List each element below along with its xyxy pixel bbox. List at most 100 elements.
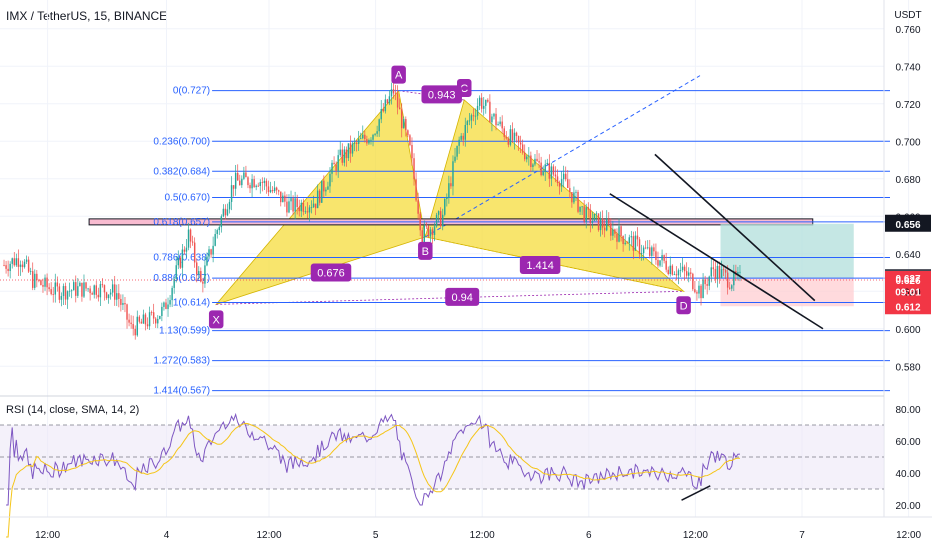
candle-body <box>552 166 555 175</box>
candle-body <box>407 130 409 136</box>
candle-body <box>103 285 106 293</box>
candle-body <box>286 201 288 213</box>
ratio-xd-label-bg <box>445 287 480 306</box>
candle-body <box>136 316 138 336</box>
candle-body <box>357 138 360 144</box>
candle-body <box>714 269 717 280</box>
ratio-bd-label: 1.414 <box>526 260 554 272</box>
candle-body <box>288 201 290 213</box>
candle-body <box>335 164 337 171</box>
candle-body <box>380 108 382 120</box>
candle-body <box>34 273 36 288</box>
candle-body <box>413 158 415 180</box>
channel-upper-line <box>654 153 816 302</box>
candle-body <box>62 286 65 297</box>
candle-body <box>673 274 676 275</box>
time-axis-label: 12:00 <box>683 530 708 541</box>
candle-body <box>23 261 26 268</box>
candle-body <box>706 284 708 286</box>
candle-body <box>292 198 294 212</box>
candle-body <box>234 172 237 189</box>
candle-body <box>11 258 13 264</box>
candle-body <box>558 183 561 187</box>
candle-body <box>733 270 735 286</box>
candle-body <box>259 182 261 187</box>
candle-body <box>138 316 141 322</box>
fib-levels <box>212 90 890 392</box>
candle-body <box>464 124 466 140</box>
candle-body <box>495 113 497 126</box>
price-axis-tick: 0.620 <box>895 287 920 298</box>
candle-body <box>310 207 313 208</box>
candle-body <box>640 253 643 255</box>
price-axis-tick: 0.580 <box>895 362 920 373</box>
candle-body <box>610 223 612 236</box>
candle-body <box>97 294 100 298</box>
candle-body <box>17 258 20 267</box>
point-d-label: D <box>680 300 688 312</box>
candle-body <box>52 294 54 295</box>
price-axis-tick: 0.660 <box>895 212 920 223</box>
candle-body <box>663 255 665 261</box>
candle-body <box>323 180 325 192</box>
candle-body <box>511 129 514 141</box>
candle-body <box>163 302 165 307</box>
candle-body <box>497 124 499 126</box>
candle-body <box>294 198 296 212</box>
candle-body <box>417 200 419 214</box>
candle-body <box>411 145 413 159</box>
candle-body <box>202 281 204 284</box>
time-axis-label: 12:00 <box>256 530 281 541</box>
ratio-xd-label: 0.94 <box>451 292 472 304</box>
point-a-label: A <box>395 70 403 82</box>
candle-body <box>185 247 188 252</box>
candle-body <box>193 242 196 263</box>
candle-body <box>148 312 151 327</box>
candle-body <box>38 280 40 281</box>
rsi-axis-tick: 40.00 <box>895 469 920 480</box>
candle-body <box>36 273 38 281</box>
candle-body <box>171 287 173 301</box>
candle-body <box>534 158 536 165</box>
ratio-ac-label: 0.943 <box>428 89 456 101</box>
candle-body <box>647 247 649 249</box>
candle-body <box>530 155 532 168</box>
candle-body <box>667 269 669 275</box>
candle-body <box>146 324 149 327</box>
time-axis-label: 6 <box>586 530 592 541</box>
candle-body <box>27 259 30 272</box>
candle-body <box>692 273 694 290</box>
point-d-label-bg <box>676 296 691 315</box>
candle-body <box>509 129 512 145</box>
candle-body <box>89 288 91 294</box>
candle-body <box>470 115 473 121</box>
candle-body <box>333 162 335 165</box>
candle-body <box>220 216 223 228</box>
candle-body <box>720 269 723 278</box>
candle-body <box>64 286 67 300</box>
price-tag-label: 0.612 <box>895 302 920 313</box>
point-x-label-bg <box>208 310 224 329</box>
candle-body <box>384 99 387 112</box>
price-tag-label: 0.626 <box>895 276 920 287</box>
candle-body <box>540 162 542 176</box>
candle-body <box>698 285 700 294</box>
candle-body <box>155 318 157 324</box>
fib-level-label: 0.236(0.700) <box>153 136 210 147</box>
candle-body <box>265 180 268 187</box>
candle-body <box>702 279 704 299</box>
stop-zone <box>720 278 854 307</box>
candle-body <box>620 226 622 236</box>
candle-body <box>175 265 177 279</box>
candle-body <box>77 286 79 296</box>
candle-body <box>458 139 460 146</box>
candle-body <box>187 229 190 248</box>
candle-body <box>683 266 686 272</box>
candle-body <box>718 265 721 278</box>
candle-body <box>204 265 206 284</box>
candle-body <box>661 255 663 261</box>
candle-body <box>729 287 731 289</box>
candle-body <box>93 285 95 295</box>
candle-body <box>456 145 458 157</box>
